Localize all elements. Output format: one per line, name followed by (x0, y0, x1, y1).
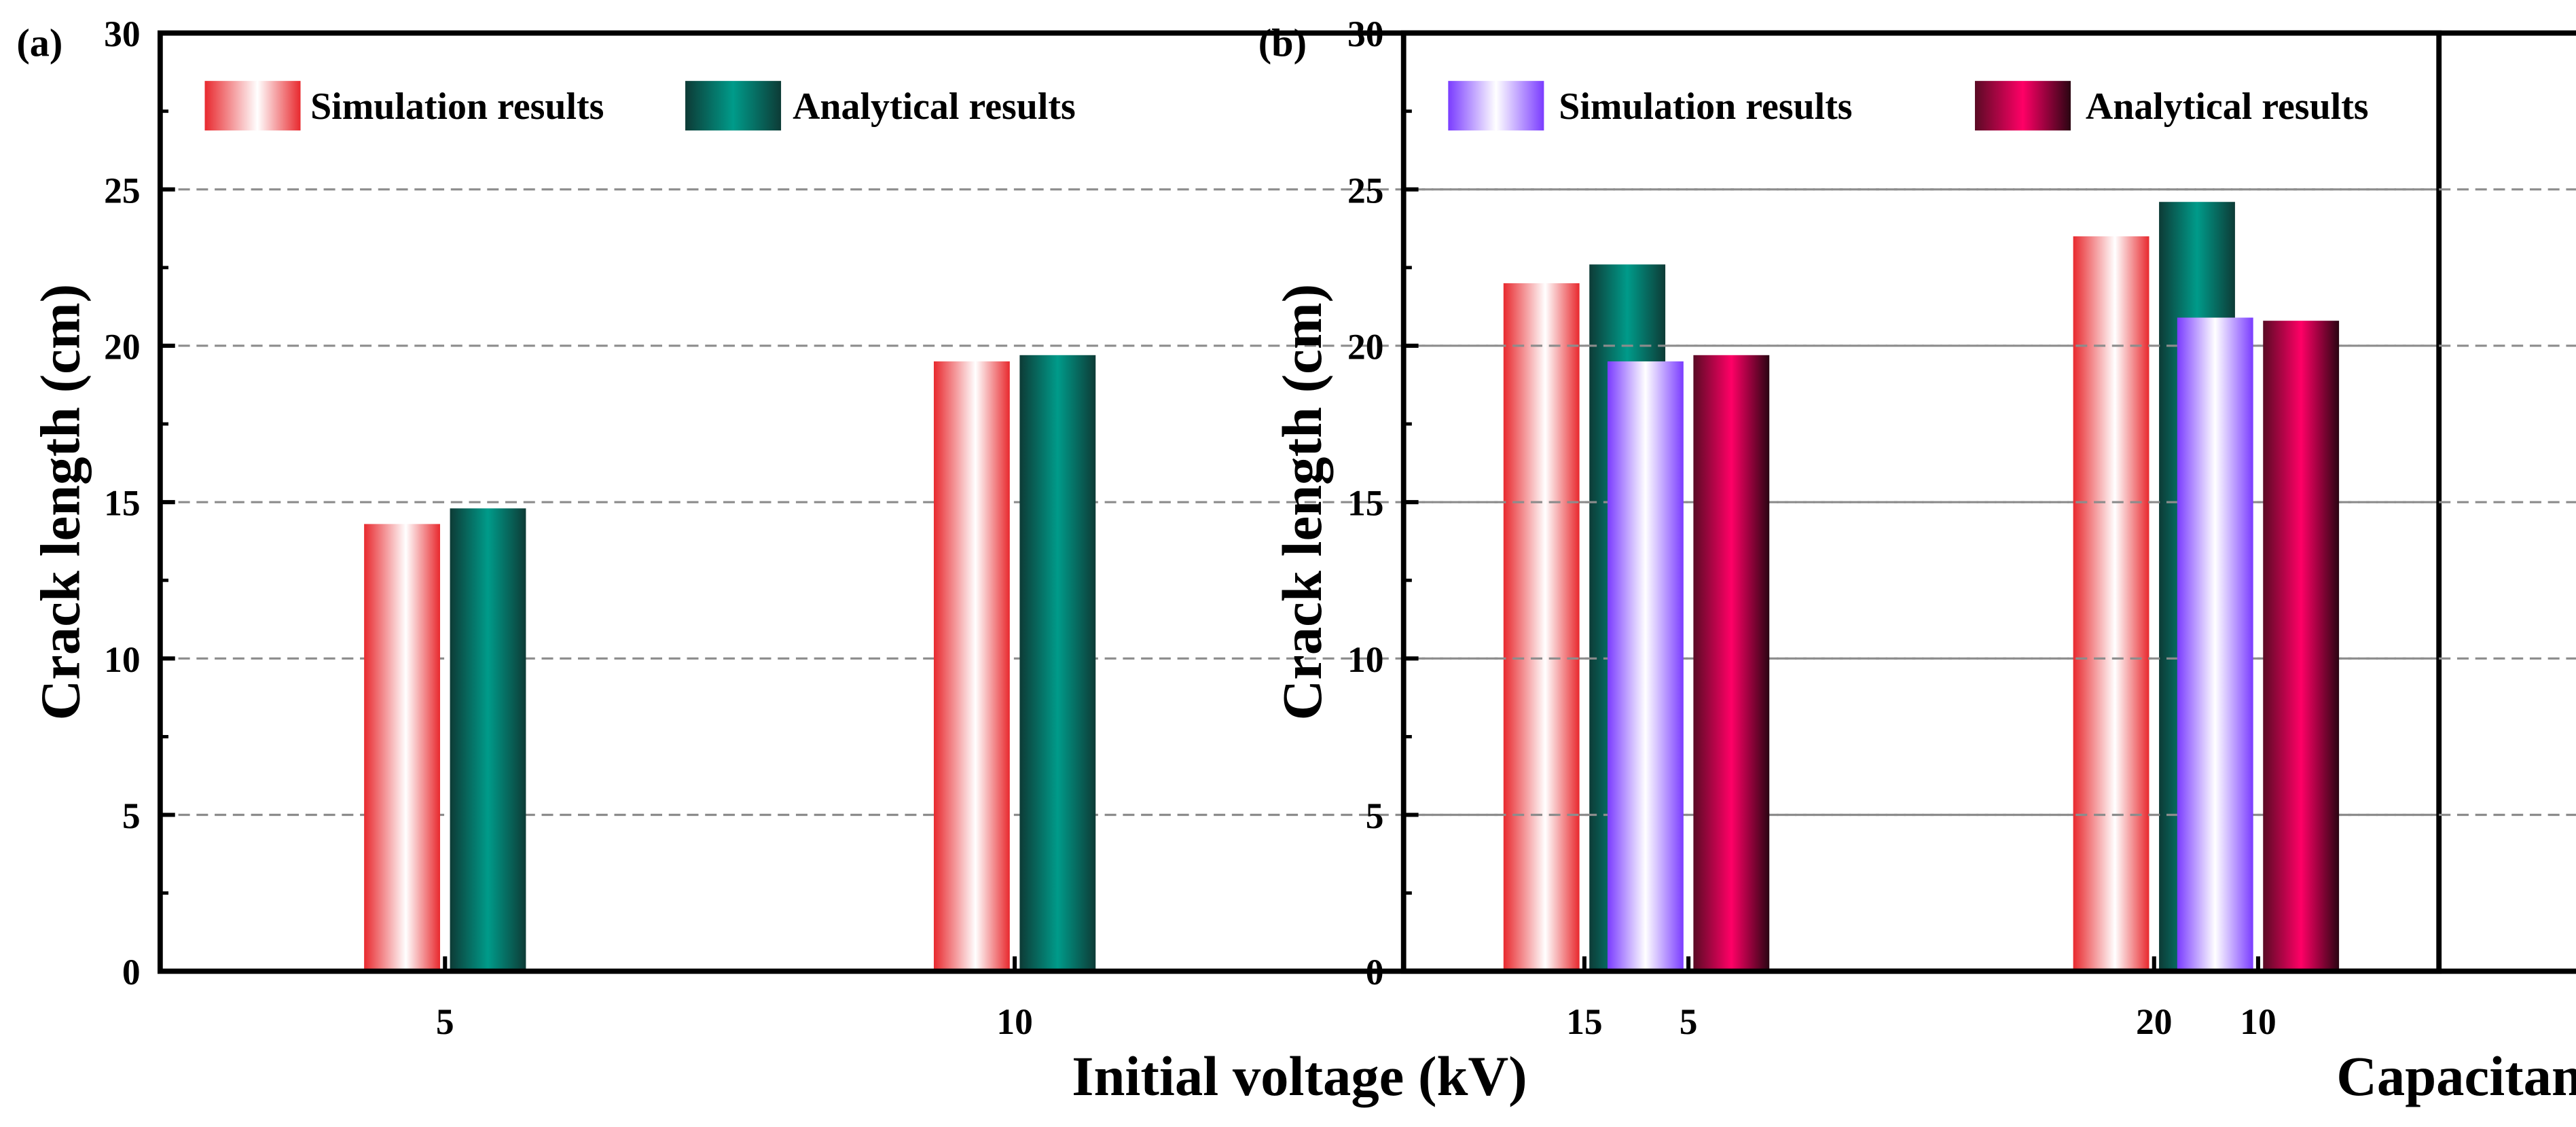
y-axis-title: Crack length (cm) (29, 284, 92, 721)
bar-simulation-10 (933, 361, 1010, 971)
y-tick-label: 15 (1347, 483, 1383, 524)
bar-simulation-5 (364, 524, 440, 971)
bar-simulation-15 (1503, 283, 1580, 971)
bar-analytical-10 (2263, 321, 2340, 971)
y-tick-label: 0 (1366, 952, 1384, 992)
y-tick-label: 20 (104, 326, 140, 367)
x-axis-title: Capacitance (uF) (2336, 1045, 2576, 1107)
bar-simulation-20 (2073, 236, 2149, 971)
legend-swatch-simulation (1448, 81, 1544, 131)
bar-simulation-5 (1607, 361, 1684, 971)
x-tick-label: 10 (2240, 1001, 2276, 1042)
panel-b: 0 5 10 15 20 25 30 5 10 15 20 (b) Capacitance (uF) Cr… (1258, 14, 2576, 1107)
legend-label-simulation: Simulation results (1559, 86, 1852, 128)
y-tick-label: 10 (1347, 639, 1383, 680)
bar-analytical-10 (1019, 355, 1096, 971)
x-tick-label: 20 (2136, 1001, 2172, 1042)
panel-a: 0 5 10 15 20 25 30 5 10 15 20 (a) Initial voltage (k… (16, 14, 2442, 1107)
y-tick-label: 10 (104, 639, 140, 680)
legend-swatch-analytical (685, 81, 782, 131)
legend-label-analytical: Analytical results (2086, 86, 2369, 128)
x-tick-label: 5 (1680, 1001, 1698, 1042)
y-tick-label: 25 (104, 170, 140, 211)
y-tick-label: 25 (1347, 170, 1383, 211)
legend-label-simulation: Simulation results (310, 86, 604, 128)
legend-swatch-analytical (1974, 81, 2071, 131)
legend-swatch-simulation (204, 81, 301, 131)
panel-label: (b) (1258, 21, 1307, 65)
bar-analytical-5 (1693, 355, 1770, 971)
y-axis-title: Crack length (cm) (1271, 284, 1333, 721)
x-axis-title: Initial voltage (kV) (1072, 1045, 1527, 1107)
panel-label: (a) (16, 21, 62, 65)
y-tick-label: 30 (1347, 14, 1383, 54)
y-tick-label: 5 (1366, 795, 1384, 836)
x-tick-label: 10 (996, 1001, 1032, 1042)
y-tick-label: 0 (122, 952, 141, 992)
y-tick-label: 5 (122, 795, 141, 836)
legend-label-analytical: Analytical results (793, 86, 1076, 128)
y-tick-label: 15 (104, 483, 140, 524)
x-tick-label: 5 (436, 1001, 454, 1042)
y-tick-label: 30 (104, 14, 140, 54)
bar-simulation-10 (2177, 317, 2253, 971)
bar-analytical-5 (450, 508, 526, 971)
y-tick-label: 20 (1347, 326, 1383, 367)
x-tick-label: 15 (1566, 1001, 1602, 1042)
